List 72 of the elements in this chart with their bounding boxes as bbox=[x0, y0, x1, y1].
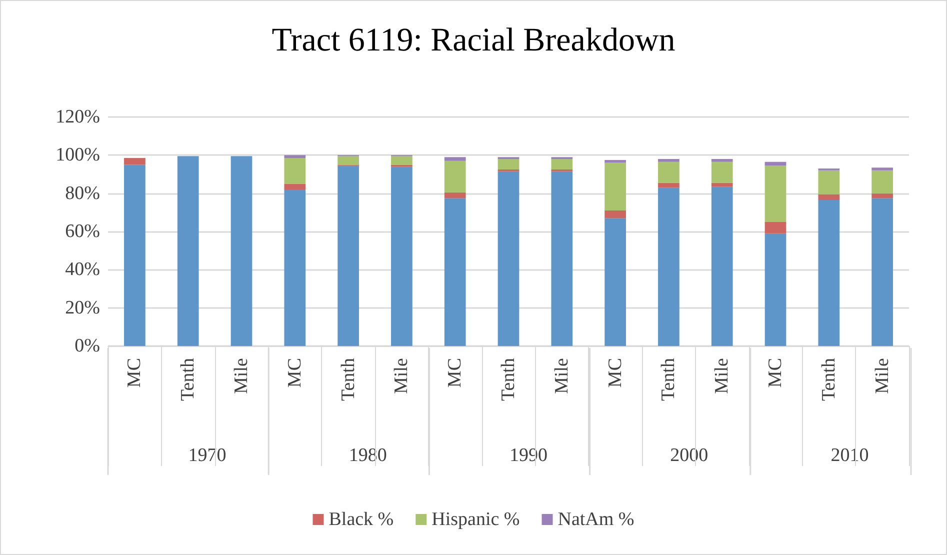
bar bbox=[604, 210, 626, 218]
x-tick-label: Mile bbox=[712, 358, 733, 394]
bar bbox=[711, 158, 733, 162]
x-tick-label: MC bbox=[765, 358, 786, 388]
bar bbox=[818, 194, 840, 200]
bar bbox=[444, 157, 466, 161]
bar bbox=[284, 158, 306, 184]
bar bbox=[764, 222, 786, 234]
bar bbox=[444, 198, 466, 346]
bar bbox=[711, 186, 733, 346]
bar bbox=[658, 158, 680, 162]
y-tick-label: 120% bbox=[56, 106, 100, 128]
x-tick-label: Tenth bbox=[498, 358, 519, 401]
x-tick-label: MC bbox=[604, 358, 626, 388]
bar bbox=[284, 184, 306, 190]
bar bbox=[604, 162, 626, 211]
bar bbox=[818, 170, 840, 194]
bar bbox=[764, 233, 786, 346]
bar bbox=[284, 155, 306, 158]
y-tick-label: 100% bbox=[56, 144, 100, 166]
x-tick-label: Mile bbox=[872, 358, 893, 394]
legend-label: Hispanic % bbox=[432, 509, 520, 530]
bar bbox=[764, 162, 786, 166]
y-tick-label: 0% bbox=[74, 336, 100, 356]
bar bbox=[551, 158, 573, 170]
bar bbox=[711, 162, 733, 183]
x-tick-label: Tenth bbox=[178, 358, 199, 401]
bar bbox=[444, 160, 466, 192]
chart-title: Tract 6119: Racial Breakdown bbox=[272, 22, 676, 58]
text: 2000 bbox=[670, 445, 708, 466]
bar bbox=[230, 156, 252, 346]
bar bbox=[658, 182, 680, 188]
x-tick-label: Tenth bbox=[818, 358, 840, 401]
legend-label: NatAm % bbox=[558, 509, 634, 530]
x-tick-label: Mile bbox=[391, 358, 412, 394]
bar bbox=[764, 166, 786, 222]
bar bbox=[498, 171, 520, 346]
y-tick-label: 40% bbox=[65, 259, 100, 280]
bar bbox=[872, 193, 893, 198]
x-tick-label: Mile bbox=[551, 358, 572, 394]
bar bbox=[284, 190, 306, 346]
bar bbox=[818, 200, 840, 346]
bar bbox=[658, 188, 680, 346]
bar bbox=[498, 158, 520, 170]
bar bbox=[604, 218, 626, 346]
bar bbox=[872, 198, 893, 346]
bar bbox=[551, 171, 573, 346]
x-tick-label: Mile bbox=[231, 358, 252, 394]
x-tick-label: Tenth bbox=[338, 358, 359, 401]
x-tick-label: MC bbox=[284, 358, 306, 388]
bar bbox=[391, 156, 412, 165]
bar bbox=[872, 168, 893, 170]
legend-label: Black % bbox=[328, 509, 394, 530]
bar bbox=[391, 166, 412, 346]
bar bbox=[658, 162, 680, 183]
y-tick-label: 60% bbox=[65, 221, 100, 242]
bar bbox=[872, 170, 893, 194]
text: 2010 bbox=[830, 445, 869, 466]
x-tick-label: MC bbox=[124, 358, 146, 388]
bar bbox=[177, 156, 199, 346]
x-tick-label: MC bbox=[444, 358, 466, 388]
bar bbox=[124, 164, 146, 346]
x-tick-label: Tenth bbox=[658, 358, 680, 401]
bar bbox=[444, 192, 466, 198]
text: 1970 bbox=[188, 445, 226, 466]
bar bbox=[124, 158, 146, 165]
bar bbox=[604, 160, 626, 163]
y-tick-label: 20% bbox=[65, 297, 100, 318]
y-tick-label: 80% bbox=[65, 182, 100, 204]
bar bbox=[338, 166, 359, 346]
bar bbox=[338, 156, 359, 165]
bar bbox=[711, 182, 733, 187]
